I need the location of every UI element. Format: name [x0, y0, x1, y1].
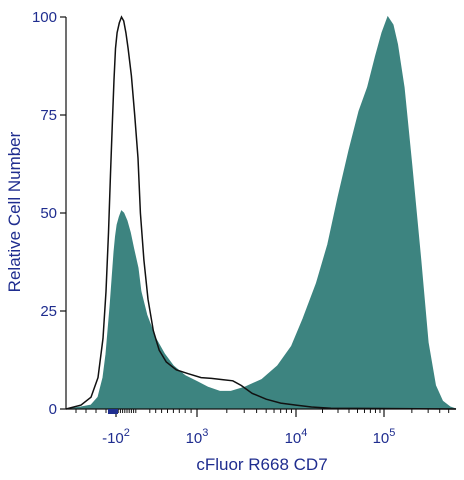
x-zero-region-mark [108, 409, 118, 414]
plot-layer [65, 15, 457, 410]
axis-layer: 0 25 50 75 100 -102 103 104 105 [32, 9, 456, 447]
x-tick-label: 104 [285, 427, 308, 447]
filled-histogram-series [65, 15, 457, 410]
y-tick-label: 0 [49, 401, 57, 418]
x-tick-label: 103 [186, 427, 209, 447]
y-tick-label: 25 [40, 303, 57, 320]
y-tick-label: 100 [32, 9, 57, 26]
x-tick-label: -102 [102, 427, 130, 447]
y-tick-label: 75 [40, 107, 57, 124]
x-tick-label: 105 [373, 427, 396, 447]
x-axis-label: cFluor R668 CD7 [196, 455, 327, 474]
y-tick-label: 50 [40, 205, 57, 222]
outline-histogram-series [65, 15, 457, 410]
y-axis-label: Relative Cell Number [5, 131, 24, 292]
